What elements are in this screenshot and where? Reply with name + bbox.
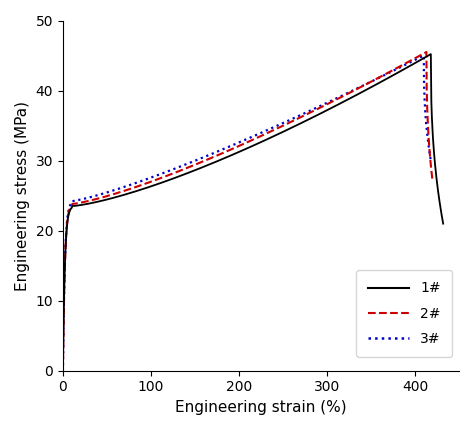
1#	[440, 221, 446, 226]
2#	[60, 368, 66, 373]
Legend: 1#, 2#, 3#: 1#, 2#, 3#	[356, 270, 452, 357]
2#	[171, 171, 176, 176]
2#	[423, 50, 428, 55]
1#	[240, 148, 246, 153]
Y-axis label: Engineering stress (MPa): Engineering stress (MPa)	[15, 101, 30, 291]
1#	[428, 52, 434, 57]
2#	[63, 235, 69, 240]
3#	[60, 368, 66, 373]
3#	[237, 140, 242, 145]
Line: 1#: 1#	[63, 54, 443, 371]
1#	[60, 368, 66, 373]
3#	[428, 158, 434, 163]
1#	[63, 237, 69, 242]
2#	[62, 266, 68, 271]
3#	[350, 88, 356, 93]
X-axis label: Engineering strain (%): Engineering strain (%)	[175, 400, 347, 415]
2#	[353, 87, 358, 92]
2#	[430, 179, 436, 184]
1#	[172, 175, 178, 181]
3#	[420, 53, 426, 58]
1#	[428, 52, 433, 57]
2#	[424, 49, 429, 55]
1#	[356, 91, 362, 96]
2#	[237, 143, 243, 148]
3#	[421, 53, 427, 58]
3#	[170, 167, 176, 172]
Line: 2#: 2#	[63, 52, 433, 371]
1#	[62, 267, 68, 272]
3#	[62, 264, 68, 269]
3#	[63, 233, 69, 238]
Line: 3#: 3#	[63, 55, 431, 371]
